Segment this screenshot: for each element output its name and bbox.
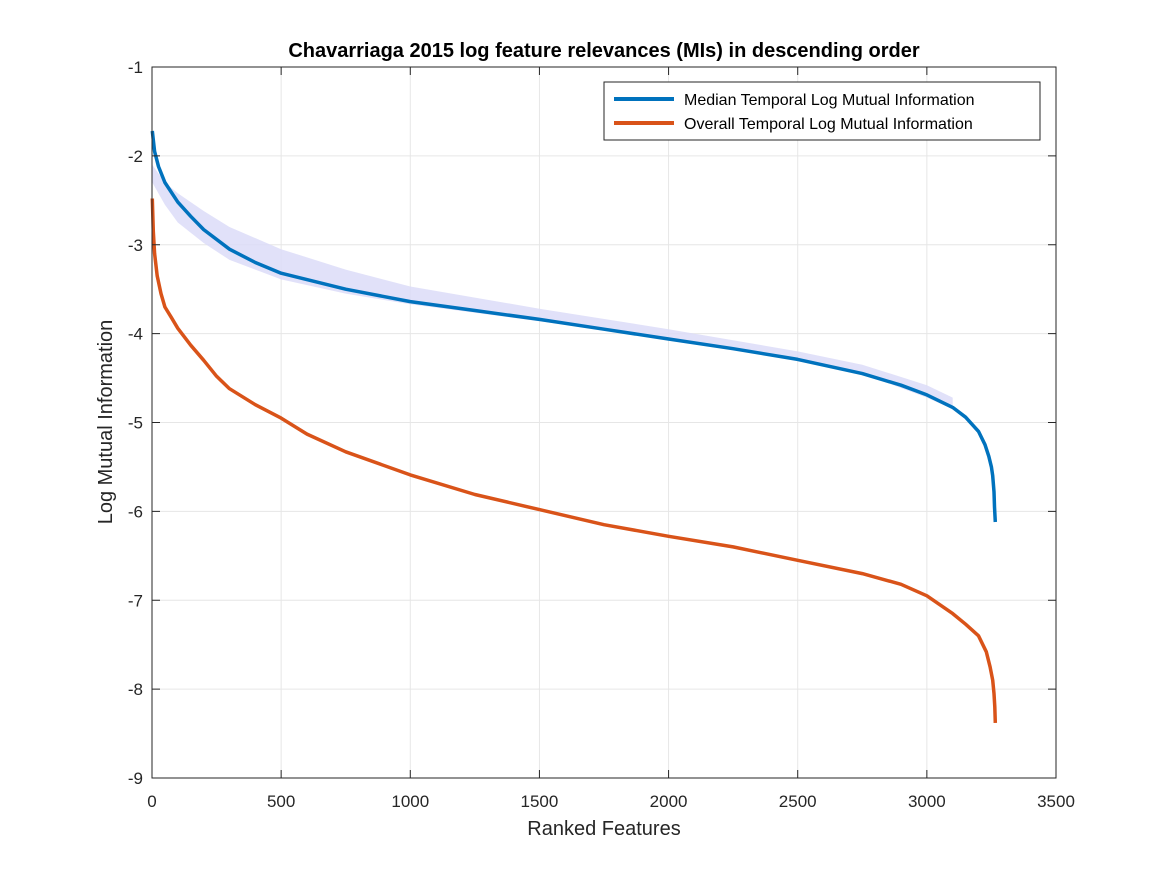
confidence-band	[152, 164, 953, 410]
legend: Median Temporal Log Mutual Information O…	[603, 81, 1041, 141]
overall-series-line	[150, 198, 998, 723]
y-tick-label: -3	[128, 236, 143, 255]
x-tick-label: 2000	[650, 792, 688, 811]
chart-title: Chavarriaga 2015 log feature relevances …	[288, 40, 920, 62]
x-tick-label: 2500	[779, 792, 817, 811]
y-axis-label: Log Mutual Information	[95, 320, 117, 525]
x-tick-label: 1500	[521, 792, 559, 811]
y-tick-label: -2	[128, 147, 143, 166]
x-tick-label: 500	[267, 792, 295, 811]
x-axis-label: Ranked Features	[527, 818, 680, 840]
x-tick-label: 3000	[908, 792, 946, 811]
median-spread-band	[152, 164, 953, 410]
y-tick-label: -8	[128, 680, 143, 699]
y-tick-label: -9	[128, 769, 143, 788]
x-tick-label: 1000	[391, 792, 429, 811]
legend-box	[603, 81, 1041, 141]
y-tick-label: -6	[128, 502, 143, 521]
median-series-line	[150, 130, 998, 523]
y-tick-label: -5	[128, 414, 143, 433]
legend-label-median: Median Temporal Log Mutual Information	[684, 92, 975, 109]
y-tick-label: -7	[128, 591, 143, 610]
y-tick-label: -4	[128, 325, 143, 344]
x-tick-label: 3500	[1037, 792, 1075, 811]
x-tick-label: 0	[147, 792, 156, 811]
data-series	[150, 130, 998, 723]
y-tick-label: -1	[128, 58, 143, 77]
axis-ticks: 0 500 1000 1500 2000 2500 3000 3500 -1 -2 -3 -4 -5 -6…	[128, 58, 1075, 811]
legend-label-overall: Overall Temporal Log Mutual Information	[684, 116, 973, 133]
